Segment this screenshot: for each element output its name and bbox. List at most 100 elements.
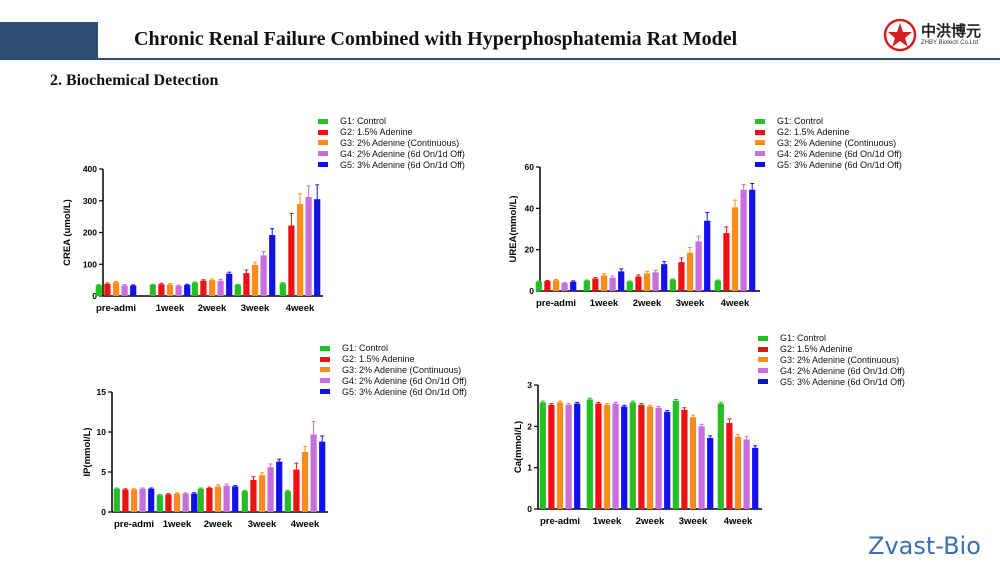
bar [130,285,137,296]
legend-label: G4: 2% Adenine (6d On/1d Off) [342,375,467,386]
bar [752,447,759,509]
legend-item: G3: 2% Adenine (Continuous) [320,365,467,376]
x-tick-label: pre-admi [96,303,136,314]
bar [574,403,581,509]
bar [565,404,572,509]
legend-swatch [755,162,765,168]
legend-swatch [320,378,330,384]
y-tick-label: 40 [525,203,535,213]
y-tick-label: 1 [527,463,532,473]
bar [214,486,222,512]
bar [122,489,129,512]
bar [130,489,138,512]
bar [104,283,111,296]
legend-swatch [318,151,328,157]
bar [621,406,628,509]
bar [681,409,688,509]
legend-item: G5: 3% Adenine (6d On/1d Off) [318,159,465,170]
bar [689,417,697,509]
bar [288,225,295,296]
bar [95,285,102,296]
bar [583,280,590,291]
legend-item: G1: Control [318,116,465,127]
x-tick-label: 2week [633,298,662,309]
bar [539,402,546,509]
bar [165,494,172,512]
legend-item: G4: 2% Adenine (6d On/1d Off) [758,365,905,376]
bar [731,207,739,291]
bar [603,404,611,509]
legend-item: G4: 2% Adenine (6d On/1d Off) [755,148,902,159]
legend-label: G2: 1.5% Adenine [340,127,413,138]
ca-legend: G1: Control G2: 1.5% Adenine G3: 2% Adenin… [758,333,905,387]
legend-label: G1: Control [340,116,387,127]
y-tick-label: 10 [97,427,107,437]
bar [707,437,714,509]
bar [293,469,300,512]
bar [556,402,564,509]
y-tick-label: 100 [83,259,97,269]
ip-legend: G1: Control G2: 1.5% Adenine G3: 2% Adenin… [320,343,467,397]
bar [241,491,248,512]
bar [635,276,642,291]
bar [301,452,309,512]
bar [672,400,679,509]
bar [646,406,654,509]
bar [217,280,224,296]
y-tick-label: 0 [92,291,97,301]
bar [121,285,128,296]
legend-label: G1: Control [342,343,389,354]
bar [661,264,668,291]
bar [734,436,742,509]
company-logo: 中洪博元 ZHBY Biotech Co.Ltd [883,18,993,58]
legend-swatch [755,151,765,157]
legend-label: G3: 2% Adenine (Continuous) [777,137,897,148]
legend-swatch [755,118,765,124]
bar [686,252,694,291]
bar [166,284,174,296]
bar [276,461,283,512]
legend-label: G3: 2% Adenine (Continuous) [780,354,900,365]
bar [743,439,750,509]
bar [592,278,599,291]
x-tick-label: 1week [163,519,192,530]
legend-swatch [318,140,328,146]
y-tick-label: 2 [527,421,532,431]
legend-item: G4: 2% Adenine (6d On/1d Off) [320,375,467,386]
logo-mark-icon [883,18,917,52]
legend-label: G5: 3% Adenine (6d On/1d Off) [780,376,905,387]
bar [148,488,155,512]
bar [279,283,286,296]
bar [535,281,542,291]
legend-swatch [320,356,330,362]
legend-item: G5: 3% Adenine (6d On/1d Off) [755,159,902,170]
legend-label: G1: Control [777,116,824,127]
bar [296,203,304,296]
legend-swatch [755,140,765,146]
legend-label: G5: 3% Adenine (6d On/1d Off) [340,159,465,170]
x-tick-label: 3week [679,516,708,527]
y-tick-label: 0 [529,286,534,296]
x-tick-label: 1week [156,303,185,314]
legend-swatch [758,368,768,374]
bar [234,284,241,296]
legend-swatch [318,129,328,135]
bar [206,488,213,512]
legend-item: G1: Control [755,116,902,127]
y-tick-label: 0 [527,504,532,514]
bar [669,279,676,291]
bar [208,280,216,296]
bar [552,280,560,291]
bar [600,275,608,291]
legend-label: G2: 1.5% Adenine [342,354,415,365]
legend-item: G3: 2% Adenine (Continuous) [755,138,902,149]
bar [314,199,321,296]
bar [717,403,724,509]
y-axis-label: UREA(mmol/L) [508,195,519,262]
y-tick-label: 0 [101,507,106,517]
crea-legend: G1: Control G2: 1.5% Adenine G3: 2% Adenin… [318,116,465,170]
bar [638,404,645,509]
x-tick-label: 2week [636,516,665,527]
y-tick-label: 20 [525,245,535,255]
legend-swatch [755,129,765,135]
